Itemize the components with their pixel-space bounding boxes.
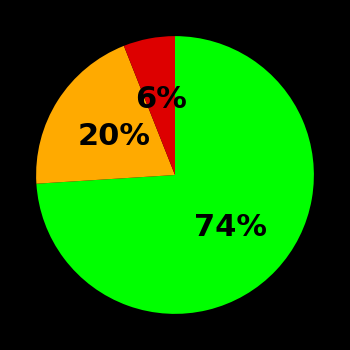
Wedge shape xyxy=(36,36,314,314)
Text: 74%: 74% xyxy=(194,213,267,242)
Text: 6%: 6% xyxy=(135,85,187,114)
Text: 20%: 20% xyxy=(77,122,150,151)
Wedge shape xyxy=(124,36,175,175)
Wedge shape xyxy=(36,46,175,184)
